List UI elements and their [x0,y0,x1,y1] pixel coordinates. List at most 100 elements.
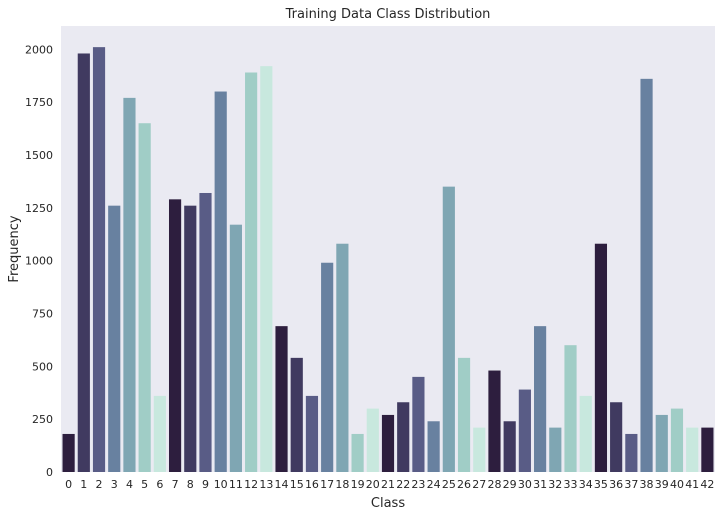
y-tick-label: 500 [32,360,53,373]
x-tick-label: 22 [396,478,410,491]
x-axis: 0 1 2 3 4 5 6 7 8 9 10 11 12 13 14 15 16 17 18 19 20 21 22 23 24… [65,478,714,491]
x-tick-label: 39 [655,478,669,491]
y-tick-label: 1500 [25,149,53,162]
x-tick-label: 27 [472,478,486,491]
x-tick-label: 37 [624,478,638,491]
x-tick-label: 10 [214,478,228,491]
x-tick-label: 41 [685,478,699,491]
bar-class-30 [518,389,531,472]
bar-class-14 [275,326,288,472]
x-tick-label: 6 [156,478,163,491]
x-tick-label: 21 [381,478,395,491]
y-tick-label: 1000 [25,255,53,268]
x-tick-label: 25 [442,478,456,491]
x-tick-label: 11 [229,478,243,491]
x-tick-label: 29 [503,478,517,491]
y-tick-label: 2000 [25,43,53,56]
x-axis-title: Class [371,496,405,511]
bar-class-26 [457,357,471,472]
bar-class-39 [655,414,668,472]
x-tick-label: 24 [427,478,441,491]
bar-class-6 [153,395,166,472]
x-tick-label: 7 [172,478,179,491]
x-tick-label: 1 [80,478,87,491]
bar-class-4 [123,97,136,473]
x-tick-label: 0 [65,478,72,491]
bar-class-23 [412,376,425,472]
bar-class-31 [534,326,547,472]
x-tick-label: 30 [518,478,532,491]
x-tick-label: 19 [351,478,365,491]
bar-class-5 [138,123,151,472]
x-tick-label: 36 [609,478,623,491]
y-tick-label: 1250 [25,202,53,215]
bar-class-40 [670,408,684,472]
bar-class-9 [199,192,212,473]
x-tick-label: 28 [487,478,501,491]
bars-group [62,47,714,473]
x-tick-label: 16 [305,478,319,491]
x-tick-label: 31 [533,478,547,491]
bar-class-41 [686,427,699,472]
bar-class-19 [351,433,364,472]
x-tick-label: 20 [366,478,380,491]
bar-class-29 [503,421,516,472]
x-tick-label: 4 [126,478,133,491]
x-tick-label: 33 [564,478,578,491]
x-tick-label: 32 [548,478,562,491]
bar-class-2 [92,47,106,472]
y-tick-label: 750 [32,307,53,320]
bar-class-7 [168,199,182,472]
y-tick-label: 0 [46,466,53,479]
x-tick-label: 2 [96,478,103,491]
bar-class-11 [229,224,242,472]
y-tick-label: 1750 [25,96,53,109]
x-tick-label: 15 [290,478,304,491]
bar-class-17 [321,262,334,472]
y-axis-title: Frequency [7,215,22,282]
bar-class-18 [336,243,349,472]
x-tick-label: 9 [202,478,209,491]
bar-class-27 [473,427,486,472]
x-tick-label: 12 [244,478,258,491]
y-tick-label: 250 [32,413,53,426]
bar-class-21 [381,414,395,472]
x-tick-label: 5 [141,478,148,491]
bar-class-13 [260,66,273,472]
x-tick-label: 40 [670,478,684,491]
bar-class-38 [640,78,653,472]
bar-class-0 [62,433,75,472]
x-tick-label: 26 [457,478,471,491]
chart-title: Training Data Class Distribution [285,7,491,22]
bar-class-1 [77,53,90,472]
bar-class-25 [442,186,455,472]
x-tick-label: 23 [411,478,425,491]
x-tick-label: 35 [594,478,608,491]
bar-class-12 [245,72,258,472]
bar-class-3 [108,205,121,473]
bar-class-22 [397,402,410,472]
x-tick-label: 17 [320,478,334,491]
y-axis: 0 250 500 750 1000 1250 1500 1750 2000 [25,43,53,479]
bar-class-20 [366,408,379,472]
bar-class-35 [594,243,608,472]
bar-class-28 [488,370,501,472]
bar-class-24 [427,421,440,472]
x-tick-label: 3 [111,478,118,491]
x-tick-label: 8 [187,478,194,491]
bar-class-37 [625,433,638,472]
bar-class-42 [701,427,714,472]
bar-class-36 [610,402,623,472]
x-tick-label: 18 [335,478,349,491]
x-tick-label: 34 [579,478,593,491]
bar-class-34 [579,395,592,472]
bar-class-16 [305,395,319,472]
x-tick-label: 42 [700,478,714,491]
bar-class-10 [214,91,227,472]
x-tick-label: 14 [275,478,289,491]
bar-class-15 [290,357,303,472]
x-tick-label: 13 [259,478,273,491]
bar-class-8 [184,205,197,473]
